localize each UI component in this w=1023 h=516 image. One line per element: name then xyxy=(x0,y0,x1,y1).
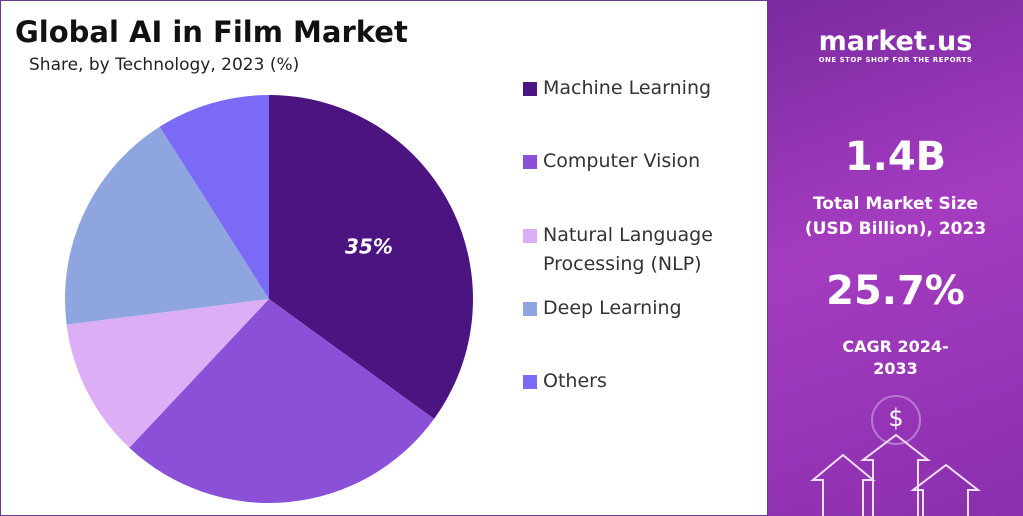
pie-slice xyxy=(66,299,269,448)
legend-item: Machine Learning xyxy=(523,74,743,103)
legend-swatch xyxy=(523,155,537,169)
arrows-decoration: $ xyxy=(810,395,981,516)
legend-item: Computer Vision xyxy=(523,147,743,176)
legend-item: Natural Language Processing (NLP) xyxy=(523,221,743,279)
chart-title: Global AI in Film Market xyxy=(15,15,408,49)
chart-panel: 35% Global AI in Film Market Share, by T… xyxy=(0,0,768,516)
svg-text:$: $ xyxy=(888,404,903,432)
pie-slice xyxy=(269,95,474,419)
chart-subtitle: Share, by Technology, 2023 (%) xyxy=(29,55,300,75)
legend-label: Natural Language Processing (NLP) xyxy=(543,224,713,275)
brand: market.us xyxy=(818,26,973,57)
legend-label: Computer Vision xyxy=(543,150,701,172)
sidebar: market.us ONE STOP SHOP FOR THE REPORTS … xyxy=(768,0,1023,516)
legend-label: Others xyxy=(543,370,607,392)
legend-item: Deep Learning xyxy=(523,294,743,323)
market-size: 1.4B xyxy=(844,134,947,180)
legend-swatch xyxy=(523,229,537,243)
legend-swatch xyxy=(523,82,537,96)
pie-slice xyxy=(129,299,435,504)
cagr: 25.7% xyxy=(826,268,965,314)
legend-label: Deep Learning xyxy=(543,297,682,319)
market-size-label: Total Market Size (USD Billion), 2023 xyxy=(804,194,987,239)
legend-swatch xyxy=(523,375,537,389)
slice-label: 35% xyxy=(345,235,393,259)
legend-item: Others xyxy=(523,367,743,396)
legend-label: Machine Learning xyxy=(543,77,712,99)
pie-slice xyxy=(159,95,269,299)
legend-swatch xyxy=(523,302,537,316)
pie-chart: 35% xyxy=(65,95,474,504)
pie-slice xyxy=(65,126,269,325)
cagr-label: CAGR 2024-2033 xyxy=(842,337,949,378)
tagline: ONE STOP SHOP FOR THE REPORTS xyxy=(818,56,973,64)
